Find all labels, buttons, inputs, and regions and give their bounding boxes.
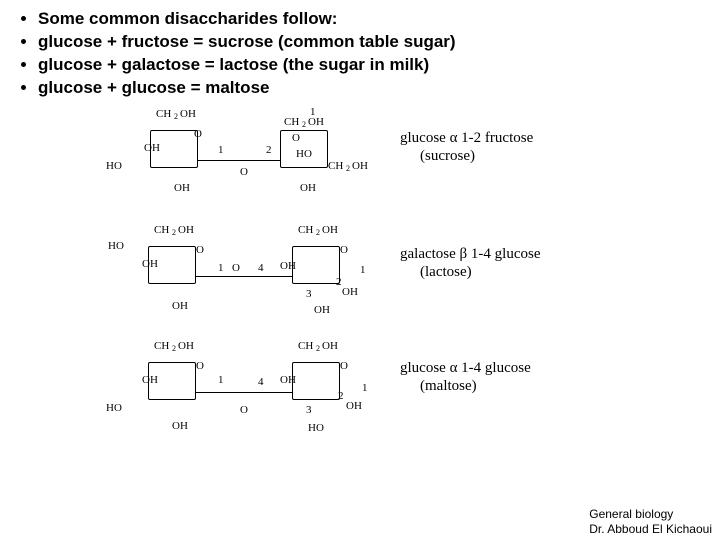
chem-group-label: CH — [156, 108, 171, 120]
chem-group-label: O — [292, 132, 300, 144]
chem-group-label: 1 — [218, 374, 224, 386]
chem-group-label: CH — [154, 340, 169, 352]
bullet-list: Some common disaccharides follow: glucos… — [0, 0, 720, 100]
structure-sublabel: (maltose) — [420, 378, 477, 395]
chem-group-label: O — [240, 166, 248, 178]
chem-group-label: 3 — [306, 288, 312, 300]
chem-group-label: CH — [298, 224, 313, 236]
sugar-ring — [292, 246, 340, 284]
chem-group-label: 1 — [218, 144, 224, 156]
bullet-item: glucose + glucose = maltose — [38, 77, 720, 100]
chem-group-label: OH — [300, 182, 316, 194]
chem-group-label: 1 — [360, 264, 366, 276]
bullet-item: glucose + galactose = lactose (the sugar… — [38, 54, 720, 77]
chem-group-label: 1 — [362, 382, 368, 394]
chem-group-label: 4 — [258, 262, 264, 274]
chem-group-label: OH — [346, 400, 362, 412]
chem-group-label: 2 — [336, 276, 342, 288]
footer-credits: General biology Dr. Abboud El Kichaoui — [589, 507, 712, 536]
chem-group-label: CH — [298, 340, 313, 352]
chem-group-label: 2 — [172, 228, 176, 237]
chem-group-label: HO — [106, 402, 122, 414]
chem-group-label: 4 — [258, 376, 264, 388]
footer-line2: Dr. Abboud El Kichaoui — [589, 522, 712, 536]
chem-group-label: OH — [174, 182, 190, 194]
chem-group-label: CH — [328, 160, 343, 172]
chem-group-label: 2 — [316, 344, 320, 353]
chem-group-label: 2 — [338, 390, 344, 402]
chem-group-label: O — [232, 262, 240, 274]
sugar-ring — [292, 362, 340, 400]
chem-group-label: O — [196, 244, 204, 256]
chem-group-label: 2 — [172, 344, 176, 353]
chem-group-label: HO — [296, 148, 312, 160]
chem-group-label: HO — [308, 422, 324, 434]
chem-group-label: 2 — [266, 144, 272, 156]
structure-label: glucose α 1-2 fructose — [400, 130, 533, 147]
chem-group-label: OH — [178, 224, 194, 236]
bullet-item: glucose + fructose = sucrose (common tab… — [38, 31, 720, 54]
glycosidic-bond — [196, 276, 292, 277]
chem-group-label: O — [194, 128, 202, 140]
chem-group-label: OH — [352, 160, 368, 172]
chem-group-label: OH — [280, 374, 296, 386]
structure-sublabel: (sucrose) — [420, 148, 475, 165]
chem-group-label: OH — [172, 300, 188, 312]
chem-group-label: 2 — [346, 164, 350, 173]
glycosidic-bond — [196, 392, 292, 393]
chem-group-label: O — [340, 244, 348, 256]
chem-group-label: OH — [142, 258, 158, 270]
chem-group-label: 3 — [306, 404, 312, 416]
chem-group-label: 2 — [302, 120, 306, 129]
chem-group-label: OH — [178, 340, 194, 352]
structure-sublabel: (lactose) — [420, 264, 472, 281]
chem-group-label: O — [240, 404, 248, 416]
chem-group-label: OH — [180, 108, 196, 120]
glycosidic-bond — [198, 160, 280, 161]
chem-group-label: OH — [342, 286, 358, 298]
chem-group-label: OH — [142, 374, 158, 386]
structure-label: galactose β 1-4 glucose — [400, 246, 541, 263]
chem-group-label: CH — [284, 116, 299, 128]
chem-group-label: CH — [154, 224, 169, 236]
chem-group-label: HO — [108, 240, 124, 252]
chem-group-label: OH — [322, 340, 338, 352]
chem-group-label: O — [196, 360, 204, 372]
footer-line1: General biology — [589, 507, 673, 521]
chem-group-label: OH — [144, 142, 160, 154]
chem-group-label: OH — [314, 304, 330, 316]
chem-group-label: 2 — [174, 112, 178, 121]
chem-group-label: 2 — [316, 228, 320, 237]
chem-group-label: O — [340, 360, 348, 372]
chemical-diagram-area: glucose α 1-2 fructose(sucrose)CH2OHOOHH… — [100, 110, 540, 490]
chem-group-label: OH — [308, 116, 324, 128]
chem-group-label: OH — [280, 260, 296, 272]
chem-group-label: 1 — [218, 262, 224, 274]
chem-group-label: HO — [106, 160, 122, 172]
chem-group-label: OH — [172, 420, 188, 432]
chem-group-label: OH — [322, 224, 338, 236]
structure-label: glucose α 1-4 glucose — [400, 360, 531, 377]
bullet-item: Some common disaccharides follow: — [38, 8, 720, 31]
